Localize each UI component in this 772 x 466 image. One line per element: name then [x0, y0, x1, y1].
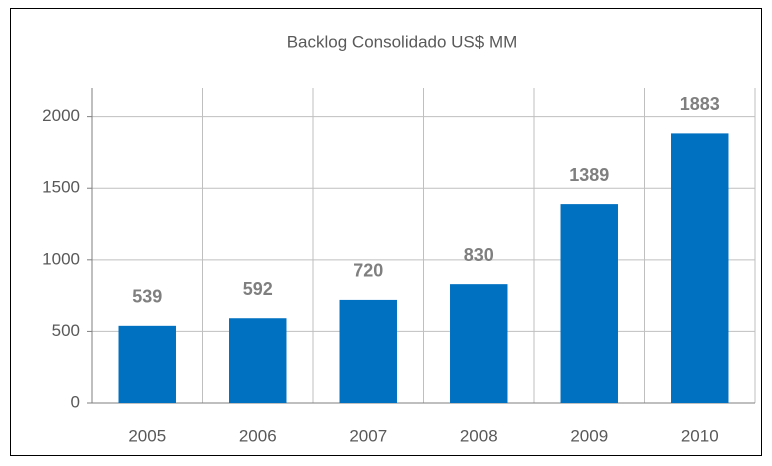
x-tick-label: 2010	[681, 426, 719, 445]
data-label: 1389	[569, 165, 609, 185]
data-label: 720	[353, 261, 383, 281]
y-tick-label: 0	[71, 392, 80, 411]
y-tick-label: 500	[52, 321, 80, 340]
x-tick-label: 2006	[239, 426, 277, 445]
bar	[671, 133, 729, 403]
x-tick-label: 2007	[349, 426, 387, 445]
data-label: 539	[132, 287, 162, 307]
x-tick-label: 2005	[128, 426, 166, 445]
y-tick-label: 1000	[42, 249, 80, 268]
x-tick-label: 2009	[570, 426, 608, 445]
y-tick-label: 1500	[42, 178, 80, 197]
bar	[229, 318, 287, 403]
bar	[118, 325, 176, 403]
data-label: 1883	[680, 94, 720, 114]
chart-title: Backlog Consolidado US$ MM	[287, 32, 518, 51]
bar	[339, 299, 397, 403]
bar	[560, 204, 618, 403]
y-tick-label: 2000	[42, 106, 80, 125]
x-tick-label: 2008	[460, 426, 498, 445]
bar	[450, 284, 508, 403]
data-label: 592	[243, 279, 273, 299]
data-label: 830	[464, 245, 494, 265]
